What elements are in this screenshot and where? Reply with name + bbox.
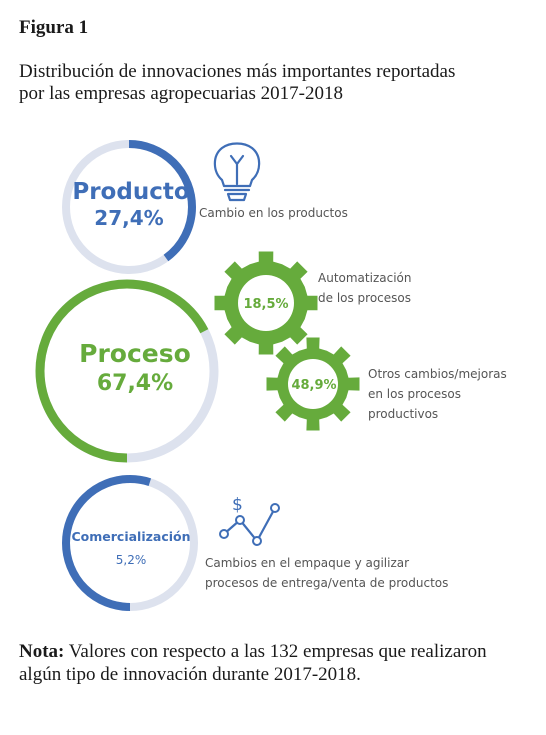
otros-cambios-description-line-1: Otros cambios/mejoras [368,367,507,381]
gear-icon-automatizacion: 18,5% Automatización de los procesos [214,251,411,355]
gear-otros-cambios-percent: 48,9% [291,378,336,393]
automatizacion-description-line-1: Automatización [318,271,411,285]
proceso-group: Proceso 67,4% [35,279,219,463]
gear-icon-otros-cambios: 48,9% Otros cambios/mejoras en los proce… [266,337,507,431]
comercializacion-name: Comercialización [71,529,190,544]
trend-node-icon [235,515,245,525]
dollar-trend-icon: $ [219,495,280,546]
gear-automatizacion-percent: 18,5% [243,297,288,312]
otros-cambios-description-line-2: en los procesos [368,387,461,401]
figure-title-line-1: Distribución de innovaciones más importa… [19,61,456,82]
lightbulb-icon [213,142,261,202]
figure-title: Distribución de innovaciones más importa… [19,61,529,105]
otros-cambios-description-line-3: productivos [368,407,438,421]
figure-title-line-2: por las empresas agropecuarias 2017-2018 [19,83,343,104]
trend-line-icon [223,507,276,543]
trend-node-icon [252,536,262,546]
producto-group: Producto 27,4% Cambio en los productos [62,140,348,274]
producto-percent: 27,4% [94,206,163,230]
trend-node-icon [270,503,280,513]
gear-center [238,275,294,331]
proceso-percent: 67,4% [97,371,173,396]
figure-note: Nota: Valores con respecto a las 132 emp… [19,640,539,686]
dollar-sign-icon: $ [232,495,243,515]
comercializacion-ring-arc [62,475,198,611]
gear-shape [266,337,360,431]
gear-center [288,359,338,409]
gear-shape [214,251,318,355]
automatizacion-description-line-2: de los procesos [318,291,411,305]
proceso-ring-arc [35,279,219,463]
note-text-1: Valores con respecto a las 132 empresas … [64,641,487,662]
producto-ring-arc [62,140,196,274]
producto-description: Cambio en los productos [199,206,348,220]
note-line-2: algún tipo de innovación durante 2017-20… [19,664,361,685]
proceso-name: Proceso [79,339,191,368]
figure-label: Figura 1 [19,17,89,38]
comercializacion-description-line-2: procesos de entrega/venta de productos [205,576,448,590]
comercializacion-description-line-1: Cambios en el empaque y agilizar [205,556,409,570]
note-line-1: Nota: Valores con respecto a las 132 emp… [19,640,539,663]
comercializacion-group: Comercialización 5,2% Cambios en el empa… [62,475,448,611]
producto-name: Producto [72,179,189,205]
note-label: Nota: [19,641,65,662]
trend-node-icon [219,529,229,539]
comercializacion-percent: 5,2% [116,553,147,567]
